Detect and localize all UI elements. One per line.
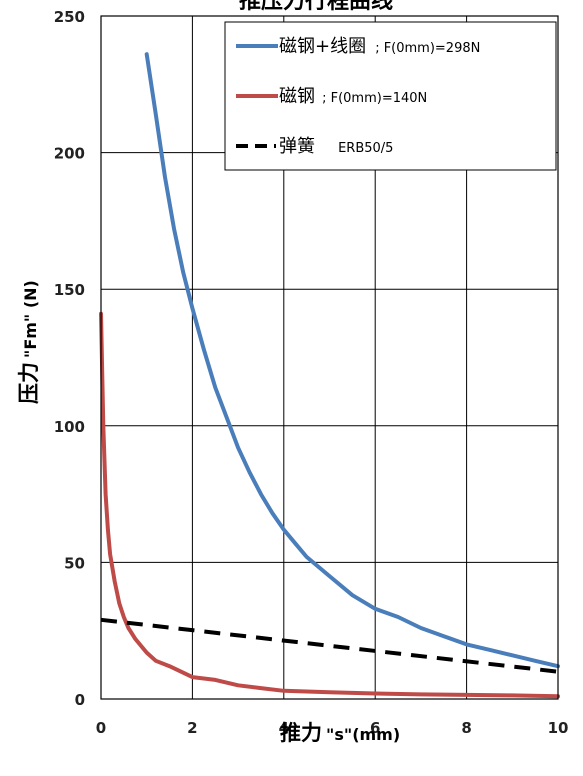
y-axis-label: 压力 "Fm" (N)	[17, 280, 41, 404]
x-tick-label: 10	[548, 719, 569, 737]
x-tick-label: 8	[461, 719, 471, 737]
legend-entry: 磁钢+线圈 ; F(0mm)=298N	[236, 36, 480, 57]
y-axis-label-sub: "Fm" (N)	[21, 280, 40, 358]
series-line	[144, 52, 560, 669]
legend-note: ; F(0mm)=298N	[375, 41, 480, 56]
legend: 磁钢+线圈 ; F(0mm)=298N 磁钢 ; F(0mm)=140N 弹簧 …	[224, 21, 557, 171]
y-tick-label: 150	[54, 281, 85, 299]
y-tick-label: 200	[54, 145, 85, 163]
plot-series	[99, 52, 560, 699]
chart-title: 推压力行程曲线	[239, 0, 393, 14]
legend-entry: 弹簧 ERB50/5	[236, 136, 393, 157]
x-axis-label-main: 推力	[280, 721, 322, 745]
y-axis-ticks: 0 50 100 150 200 250	[54, 8, 85, 709]
x-axis-label-sub: "s"(mm)	[326, 725, 400, 744]
x-tick-label: 2	[187, 719, 197, 737]
y-tick-label: 100	[54, 418, 85, 436]
legend-note: ERB50/5	[338, 141, 393, 156]
legend-entry: 磁钢 ; F(0mm)=140N	[236, 86, 427, 107]
x-axis-label: 推力 "s"(mm)	[280, 721, 400, 745]
legend-name: 磁钢+线圈	[279, 36, 366, 57]
x-tick-label: 0	[96, 719, 106, 737]
legend-label: 弹簧 ERB50/5	[279, 136, 393, 157]
x-tick-label: 6	[370, 719, 380, 737]
legend-label: 磁钢+线圈 ; F(0mm)=298N	[279, 36, 480, 57]
y-tick-label: 50	[64, 554, 85, 572]
series-line	[99, 311, 560, 699]
y-tick-label: 250	[54, 8, 85, 26]
series-line	[100, 617, 559, 674]
x-tick-label: 4	[279, 719, 289, 737]
x-axis-ticks: 0 2 4 6 8 10	[96, 719, 569, 737]
legend-name: 弹簧	[279, 136, 315, 157]
legend-box	[224, 21, 557, 171]
y-axis-label-main: 压力	[17, 362, 41, 404]
legend-note: ; F(0mm)=140N	[322, 91, 427, 106]
legend-name: 磁钢	[279, 86, 315, 107]
y-tick-label: 0	[75, 691, 85, 709]
legend-label: 磁钢 ; F(0mm)=140N	[279, 86, 427, 107]
plot-frame	[100, 15, 559, 700]
